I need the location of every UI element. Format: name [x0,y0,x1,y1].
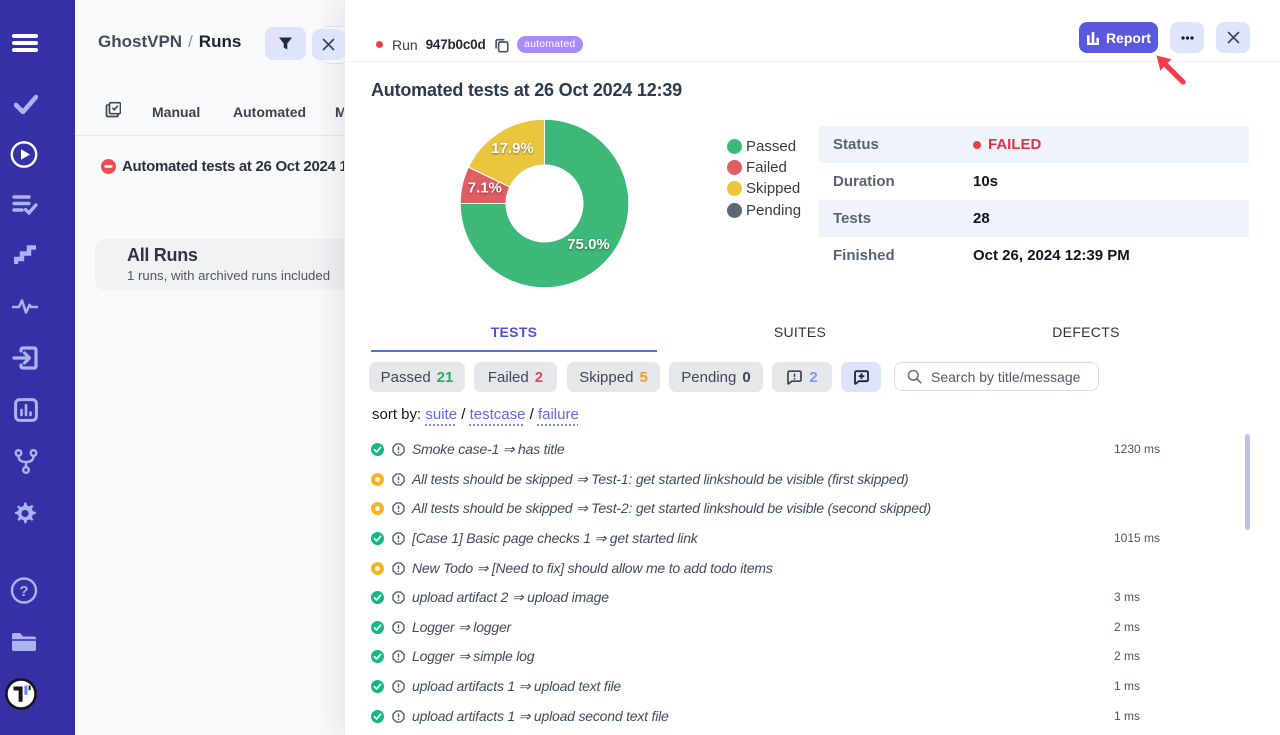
svg-text:17.9%: 17.9% [491,140,534,157]
svg-text:7.1%: 7.1% [468,179,502,196]
svg-text:?: ? [19,583,28,600]
svg-text:75.0%: 75.0% [567,236,610,253]
